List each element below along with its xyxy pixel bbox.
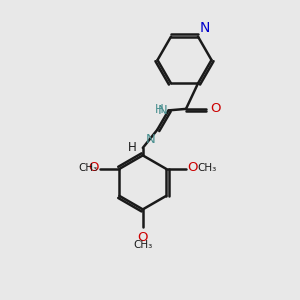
Text: N: N bbox=[200, 21, 210, 35]
Text: O: O bbox=[137, 231, 148, 244]
Text: CH₃: CH₃ bbox=[133, 240, 152, 250]
Text: H: H bbox=[128, 141, 136, 154]
Text: N: N bbox=[146, 134, 156, 146]
Text: N: N bbox=[157, 104, 167, 117]
Text: O: O bbox=[187, 161, 197, 174]
Text: O: O bbox=[210, 102, 220, 116]
Text: CH₃: CH₃ bbox=[78, 163, 98, 173]
Text: H: H bbox=[155, 103, 164, 116]
Text: CH₃: CH₃ bbox=[197, 163, 216, 173]
Text: O: O bbox=[88, 161, 99, 174]
